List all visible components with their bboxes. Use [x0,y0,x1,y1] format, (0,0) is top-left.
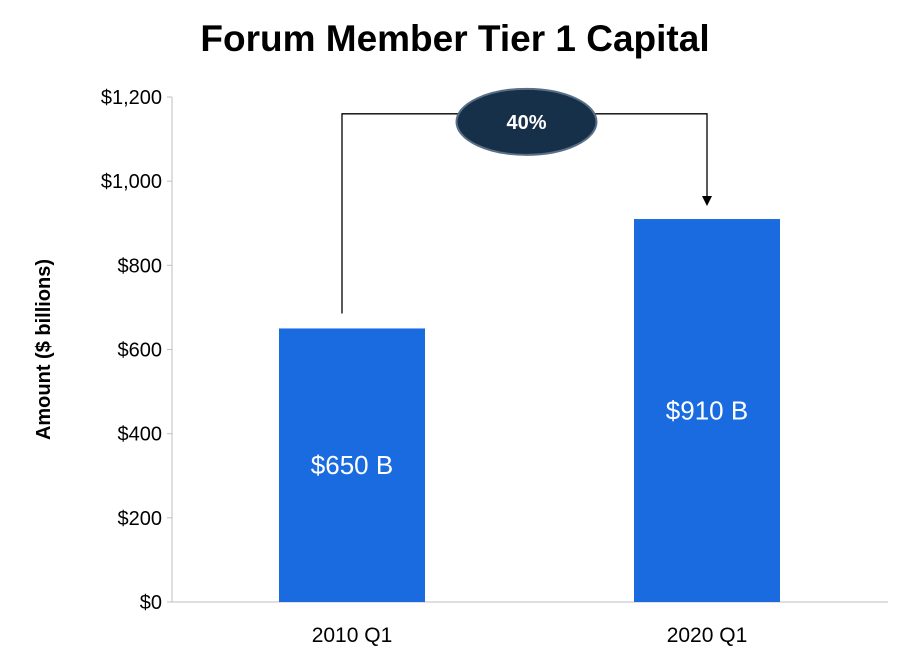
x-tick-label: 2020 Q1 [667,624,748,647]
bar [279,328,425,602]
bar-value-label: $910 B [666,396,748,426]
axes-layer: $0 $200 $400 $600 $800 $1,000 $1,200 Amount ($ … [33,87,888,614]
y-tick-label: $200 [118,508,163,530]
growth-badge-label: 40% [506,112,546,134]
y-tick-label: $400 [118,424,163,446]
x-tick-label: 2010 Q1 [312,624,393,647]
y-tick-label: $600 [118,340,163,362]
growth-badge [455,87,598,156]
y-axis-title: Amount ($ billions) [33,259,55,440]
growth-annotation: 40% [341,87,712,314]
labels-layer: $650 B 2010 Q1 $910 B 2020 Q1 [311,396,748,647]
y-tick-label: $1,200 [101,87,162,109]
bar-value-label: $650 B [311,450,393,480]
y-tick-label: $1,000 [101,171,162,193]
y-tick-label: $800 [118,255,163,277]
chart-title: Forum Member Tier 1 Capital [200,18,710,59]
bars-layer [279,219,780,602]
bar [634,219,780,602]
y-tick-label: $0 [140,592,162,614]
